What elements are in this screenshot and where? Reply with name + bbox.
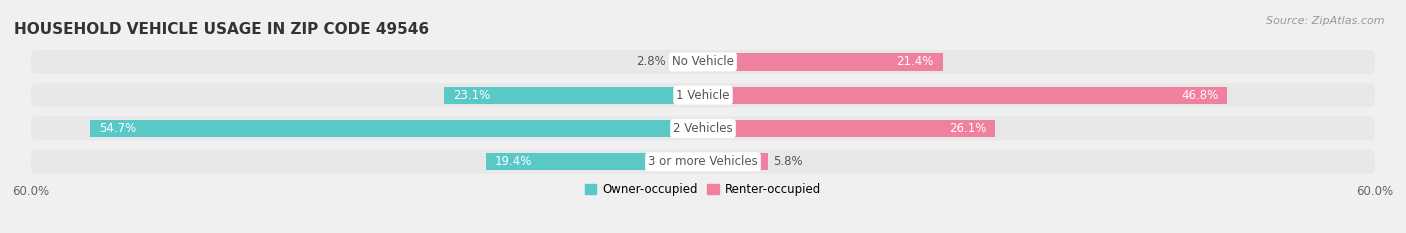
Bar	[703, 153, 768, 170]
Text: HOUSEHOLD VEHICLE USAGE IN ZIP CODE 49546: HOUSEHOLD VEHICLE USAGE IN ZIP CODE 4954…	[14, 22, 429, 37]
Bar	[444, 86, 703, 104]
Text: 23.1%: 23.1%	[453, 89, 491, 102]
Bar	[90, 120, 703, 137]
FancyBboxPatch shape	[31, 150, 1375, 174]
FancyBboxPatch shape	[31, 50, 1375, 74]
FancyBboxPatch shape	[31, 116, 1375, 140]
FancyBboxPatch shape	[31, 83, 1375, 107]
Text: No Vehicle: No Vehicle	[672, 55, 734, 69]
Bar	[485, 153, 703, 170]
Text: 5.8%: 5.8%	[773, 155, 803, 168]
Text: Source: ZipAtlas.com: Source: ZipAtlas.com	[1267, 16, 1385, 26]
Text: 2.8%: 2.8%	[637, 55, 666, 69]
Text: 21.4%: 21.4%	[897, 55, 934, 69]
Text: 26.1%: 26.1%	[949, 122, 987, 135]
Text: 2 Vehicles: 2 Vehicles	[673, 122, 733, 135]
Text: 19.4%: 19.4%	[495, 155, 531, 168]
Text: 54.7%: 54.7%	[100, 122, 136, 135]
Bar	[703, 53, 943, 71]
Bar	[672, 53, 703, 71]
Bar	[703, 86, 1227, 104]
Text: 1 Vehicle: 1 Vehicle	[676, 89, 730, 102]
Text: 3 or more Vehicles: 3 or more Vehicles	[648, 155, 758, 168]
Text: 46.8%: 46.8%	[1181, 89, 1219, 102]
Legend: Owner-occupied, Renter-occupied: Owner-occupied, Renter-occupied	[579, 178, 827, 201]
Bar	[703, 120, 995, 137]
